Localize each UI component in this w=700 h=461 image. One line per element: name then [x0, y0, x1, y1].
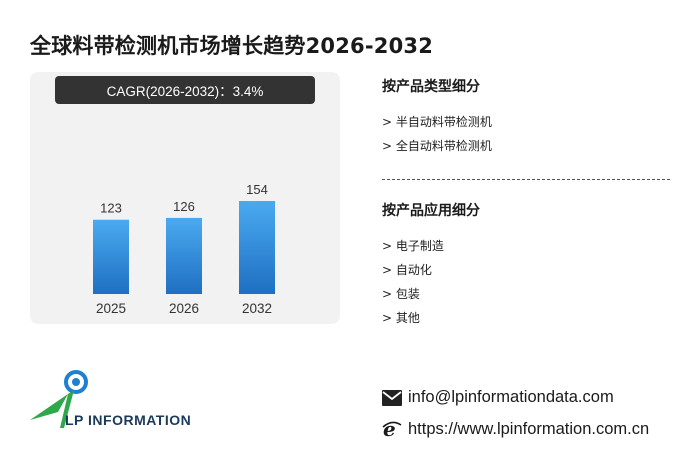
website-row: e https://www.lpinformation.com.cn: [382, 419, 649, 439]
category-label-2025: 2025: [96, 301, 126, 316]
bar-2026: [166, 217, 202, 294]
website-text: https://www.lpinformation.com.cn: [408, 419, 650, 438]
lp-logo-icon: [30, 370, 88, 428]
application-segment-item-3: > 其他: [382, 311, 420, 325]
application-segment-item-1: > 自动化: [382, 263, 432, 277]
application-segment-list: > 电子制造 > 自动化 > 包装 > 其他: [382, 234, 444, 330]
type-segment-item-0: > 半自动料带检测机: [382, 115, 492, 129]
ie-browser-icon: e: [382, 419, 402, 439]
page-title: 全球料带检测机市场增长趋势2026-2032: [30, 34, 434, 58]
category-label-2032: 2032: [242, 301, 272, 316]
email-text: info@lpinformationdata.com: [408, 388, 614, 406]
section-divider: [382, 179, 670, 180]
mail-icon: [382, 389, 402, 406]
data-label-2032: 154: [246, 182, 268, 197]
cagr-badge: CAGR(2026-2032)：3.4%: [55, 76, 315, 104]
email-row: info@lpinformationdata.com: [382, 388, 614, 407]
application-segment-item-2: > 包装: [382, 287, 420, 301]
type-segment-item-1: > 全自动料带检测机: [382, 139, 492, 153]
category-label-2026: 2026: [169, 301, 199, 316]
bar-chart: 123 2025 126 2026 154 2032: [93, 182, 275, 316]
data-label-2026: 126: [173, 199, 195, 214]
type-segment-heading: 按产品类型细分: [382, 79, 480, 95]
bar-2032: [239, 201, 275, 294]
application-segment-item-0: > 电子制造: [382, 239, 444, 253]
data-label-2025: 123: [100, 201, 122, 216]
type-segment-list: > 半自动料带检测机 > 全自动料带检测机: [382, 110, 492, 158]
bar-2025: [93, 219, 129, 294]
application-segment-heading: 按产品应用细分: [382, 203, 480, 219]
brand-name: LP INFORMATION: [65, 412, 192, 428]
